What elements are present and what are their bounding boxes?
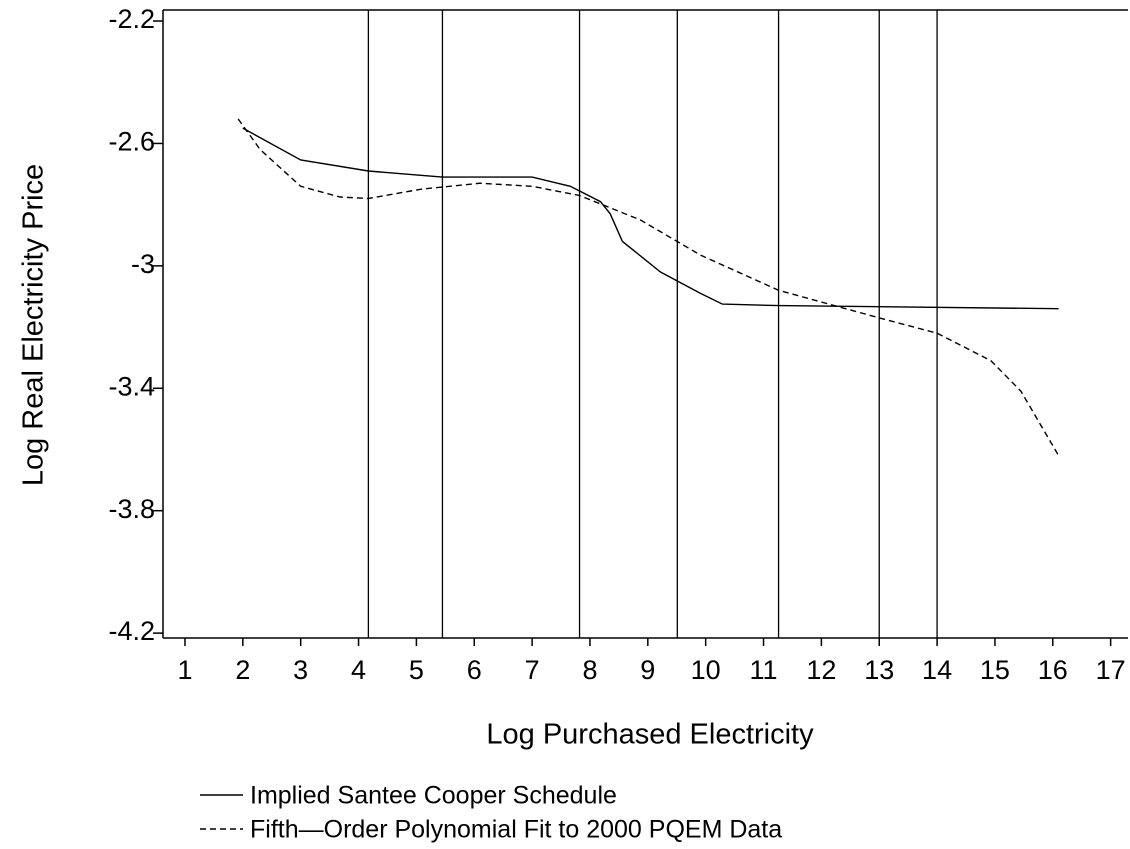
x-tick-label: 10 — [691, 655, 721, 685]
x-tick-label: 4 — [351, 655, 366, 685]
y-axis-label: Log Real Electricity Price — [18, 164, 50, 486]
x-tick-label: 11 — [750, 655, 778, 685]
x-axis-label: Log Purchased Electricity — [486, 719, 814, 751]
y-tick-label: -2.2 — [108, 4, 155, 34]
y-tick-label: -3.4 — [108, 371, 155, 401]
legend-label: Implied Santee Cooper Schedule — [250, 782, 617, 810]
x-tick-label: 1 — [177, 655, 192, 685]
legend-label: Fifth—Order Polynomial Fit to 2000 PQEM … — [250, 816, 782, 844]
series-line — [237, 118, 1060, 456]
y-tick-label: -2.6 — [108, 127, 155, 157]
x-tick-label: 12 — [806, 655, 836, 685]
y-tick-label: -3 — [131, 249, 155, 279]
x-tick-label: 8 — [582, 655, 597, 685]
x-tick-label: 14 — [922, 655, 952, 685]
x-tick-label: 16 — [1038, 655, 1068, 685]
x-tick-label: 7 — [525, 655, 540, 685]
x-tick-label: 3 — [293, 655, 308, 685]
x-tick-label: 17 — [1096, 655, 1126, 685]
y-tick-label: -3.8 — [108, 494, 155, 524]
series-line — [242, 127, 1059, 310]
x-tick-label: 2 — [235, 655, 250, 685]
x-tick-label: 15 — [980, 655, 1010, 685]
x-tick-label: 13 — [864, 655, 894, 685]
y-tick-label: -4.2 — [108, 616, 155, 646]
x-tick-label: 5 — [409, 655, 424, 685]
x-tick-label: 9 — [640, 655, 655, 685]
x-tick-label: 6 — [467, 655, 482, 685]
